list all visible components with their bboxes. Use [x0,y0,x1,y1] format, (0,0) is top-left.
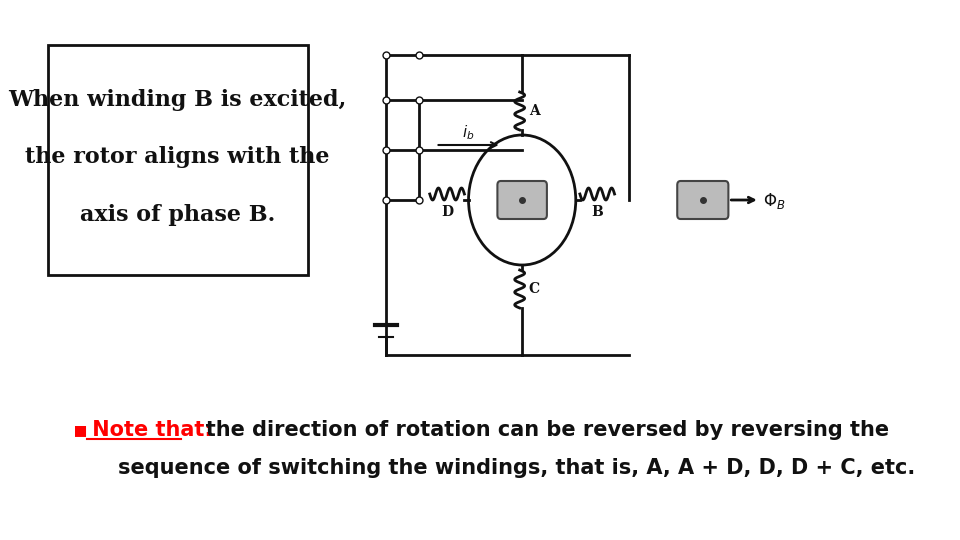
FancyBboxPatch shape [677,181,729,219]
Text: sequence of switching the windings, that is, A, A + D, D, D + C, etc.: sequence of switching the windings, that… [89,458,915,478]
Text: axis of phase B.: axis of phase B. [80,204,276,226]
Text: $i_b$: $i_b$ [462,123,474,141]
Text: C: C [529,282,540,296]
Text: the rotor aligns with the: the rotor aligns with the [26,146,330,168]
Text: the direction of rotation can be reversed by reversing the: the direction of rotation can be reverse… [184,420,889,440]
Text: ▪: ▪ [73,420,87,440]
Text: D: D [441,205,453,219]
Text: When winding B is excited,: When winding B is excited, [9,89,347,111]
Text: $\Phi_B$: $\Phi_B$ [763,191,785,211]
Text: B: B [591,205,603,219]
Text: A: A [529,104,540,118]
FancyBboxPatch shape [497,181,547,219]
Text: Note that:: Note that: [84,420,213,440]
FancyBboxPatch shape [48,45,307,275]
